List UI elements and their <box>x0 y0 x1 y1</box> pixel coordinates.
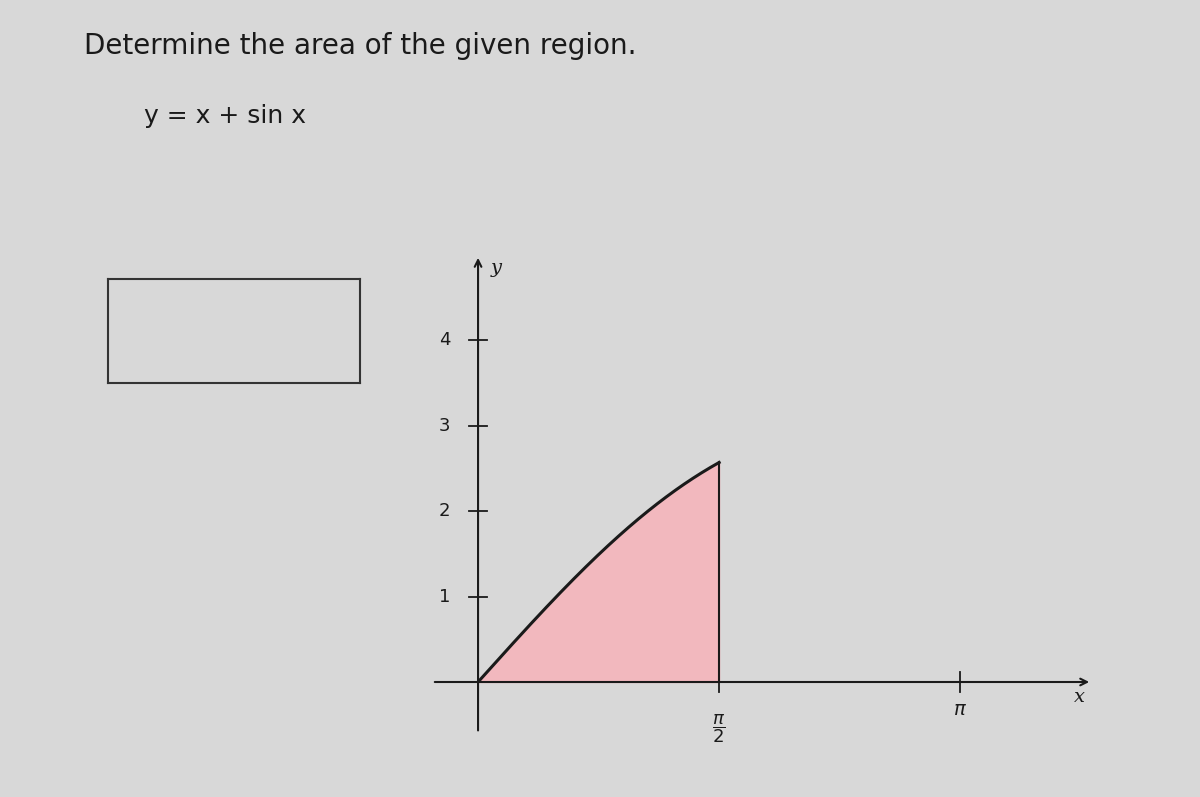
Text: 3: 3 <box>439 417 450 435</box>
Text: Determine the area of the given region.: Determine the area of the given region. <box>84 32 636 60</box>
Text: 4: 4 <box>439 332 450 349</box>
Text: y: y <box>491 259 502 277</box>
Text: 1: 1 <box>439 587 450 606</box>
Text: $\dfrac{\pi}{2}$: $\dfrac{\pi}{2}$ <box>713 712 726 744</box>
Text: $\pi$: $\pi$ <box>953 701 967 719</box>
Text: 2: 2 <box>439 502 450 520</box>
Text: x: x <box>1074 689 1085 706</box>
Text: y = x + sin x: y = x + sin x <box>144 104 306 128</box>
